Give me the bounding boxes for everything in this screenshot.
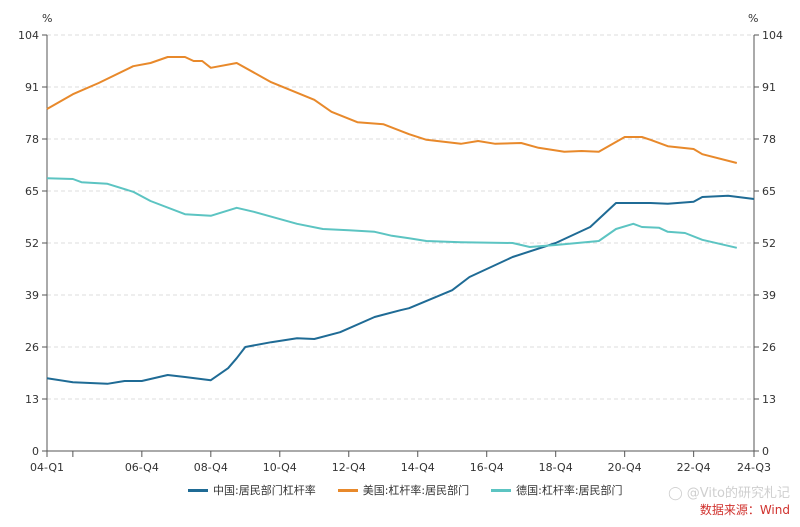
y-tick-label-left: 104 bbox=[18, 29, 39, 42]
y-tick-label-right: 91 bbox=[762, 81, 776, 94]
legend-swatch bbox=[337, 488, 358, 492]
x-tick-label: 24-Q3 bbox=[737, 461, 771, 474]
legend-item-us[interactable]: 美国:杠杆率:居民部门 bbox=[337, 482, 470, 498]
y-tick-label-right: 78 bbox=[762, 133, 776, 146]
line-chart: % % 0 0 13 13 26 26 39 39 52 52 65 65 78 78 91 91 104 104… bbox=[18, 12, 783, 474]
watermark: ◯ @Vito的研究札记 数据来源：Wind bbox=[668, 486, 790, 517]
y-tick-label-left: 26 bbox=[25, 341, 39, 354]
legend-label: 中国:居民部门杠杆率 bbox=[213, 484, 316, 497]
source-note: 数据来源：Wind bbox=[699, 503, 790, 517]
watermark-text: @Vito的研究札记 bbox=[686, 486, 790, 501]
x-tick-label: 20-Q4 bbox=[608, 461, 642, 474]
y-tick-label-right: 104 bbox=[762, 29, 783, 42]
x-tick-label: 10-Q4 bbox=[263, 461, 297, 474]
y-tick-label-right: 52 bbox=[762, 237, 776, 250]
x-tick-label: 16-Q4 bbox=[470, 461, 504, 474]
legend-swatch bbox=[491, 488, 512, 492]
y-tick-label-left: 78 bbox=[25, 133, 39, 146]
x-tick-label: 14-Q4 bbox=[401, 461, 435, 474]
x-tick-label: 06-Q4 bbox=[125, 461, 159, 474]
legend: 中国:居民部门杠杆率 美国:杠杆率:居民部门 德国:杠杆率:居民部门 bbox=[188, 482, 623, 498]
y-tick-label-right: 39 bbox=[762, 289, 776, 302]
x-tick-label: 08-Q4 bbox=[194, 461, 228, 474]
legend-label: 美国:杠杆率:居民部门 bbox=[362, 484, 470, 497]
y-tick-label-left: 39 bbox=[25, 289, 39, 302]
legend-swatch bbox=[188, 488, 208, 492]
watermark-row: ◯ @Vito的研究札记 bbox=[668, 486, 790, 501]
y-tick-label-right: 0 bbox=[762, 445, 769, 458]
legend-item-germany[interactable]: 德国:杠杆率:居民部门 bbox=[491, 482, 623, 498]
x-tick-label: 12-Q4 bbox=[332, 461, 366, 474]
legend-item-china[interactable]: 中国:居民部门杠杆率 bbox=[188, 482, 316, 498]
right-unit-label: % bbox=[748, 12, 758, 25]
x-tick-label: 22-Q4 bbox=[677, 461, 711, 474]
y-tick-label-left: 91 bbox=[25, 81, 39, 94]
weibo-icon: ◯ bbox=[668, 486, 683, 501]
series-line-germany bbox=[46, 177, 738, 249]
series-line-us bbox=[46, 56, 738, 164]
y-tick-label-left: 13 bbox=[25, 393, 39, 406]
y-tick-label-left: 0 bbox=[32, 445, 39, 458]
y-tick-label-right: 26 bbox=[762, 341, 776, 354]
x-tick-label: 18-Q4 bbox=[539, 461, 573, 474]
y-tick-label-left: 52 bbox=[25, 237, 39, 250]
legend-label: 德国:杠杆率:居民部门 bbox=[516, 484, 623, 497]
x-tick-label: 04-Q1 bbox=[30, 461, 64, 474]
series-line-china bbox=[46, 194, 755, 385]
y-tick-label-right: 65 bbox=[762, 185, 776, 198]
y-tick-label-right: 13 bbox=[762, 393, 776, 406]
y-tick-label-left: 65 bbox=[25, 185, 39, 198]
left-unit-label: % bbox=[42, 12, 52, 25]
